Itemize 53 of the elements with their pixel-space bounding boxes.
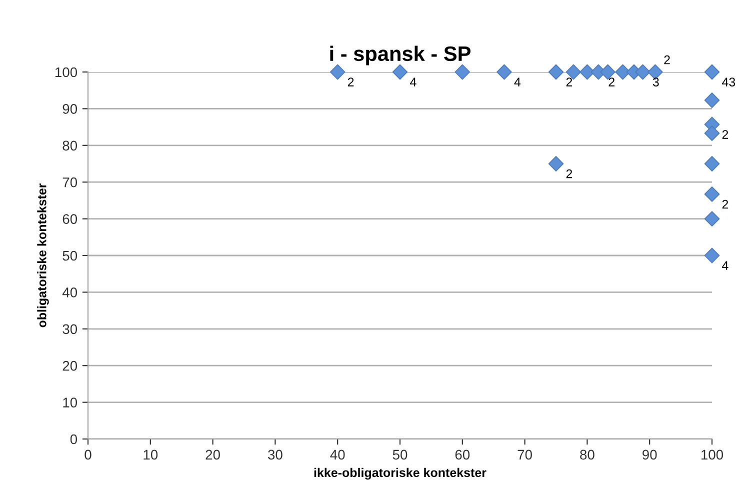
point (704, 186, 720, 202)
x-tick-label: 40 (330, 450, 345, 460)
y-tick-label: 80 (62, 140, 78, 151)
y-tick-label: 70 (62, 177, 78, 188)
x-tick-label: 10 (144, 450, 158, 460)
y-axis-title: obligatoriske kontekster (37, 183, 49, 328)
point (704, 211, 720, 227)
y-tick-label: 0 (70, 434, 78, 444)
annotation: 2 (608, 78, 614, 86)
point (330, 64, 346, 80)
point (704, 248, 720, 264)
point (704, 156, 720, 172)
y-tick-label: 10 (63, 398, 78, 408)
x-tick-label: 20 (206, 450, 220, 460)
annotation: 2 (722, 130, 728, 139)
annotation: 4 (722, 261, 728, 270)
point (548, 64, 564, 80)
y-tick-label: 20 (62, 360, 78, 371)
point (548, 156, 564, 172)
annotation: 43 (722, 78, 736, 86)
y-tick-label: 30 (62, 324, 78, 334)
y-tick-label: 90 (62, 104, 78, 114)
point (579, 64, 595, 80)
point (704, 64, 720, 80)
point (615, 64, 630, 80)
chart-title: i - spansk - SP (330, 46, 470, 66)
point (496, 64, 512, 80)
x-axis-title: ikke-obligatoriske kontekster (314, 468, 486, 480)
annotation: 4 (410, 78, 416, 86)
y-tick-label: 50 (62, 250, 78, 261)
point (704, 126, 720, 141)
annotation: 2 (566, 169, 572, 178)
annotation: 2 (664, 55, 670, 64)
annotation: 2 (722, 200, 728, 209)
annotation: 3 (652, 78, 659, 86)
y-tick-label: 60 (62, 214, 78, 224)
x-tick-label: 80 (580, 450, 594, 460)
annotation: 2 (566, 78, 572, 86)
point (635, 64, 650, 80)
x-tick-label: 70 (518, 450, 532, 460)
x-tick-label: 100 (701, 450, 724, 460)
point (454, 64, 470, 80)
y-tick-label: 100 (55, 67, 78, 78)
y-tick-label: 40 (62, 288, 78, 298)
x-tick-label: 50 (392, 450, 408, 460)
x-tick-label: 90 (642, 450, 657, 460)
annotation: 2 (348, 78, 354, 86)
annotation: 4 (514, 78, 521, 86)
point (392, 64, 408, 80)
x-tick-label: 0 (84, 450, 92, 460)
x-tick-label: 60 (455, 450, 470, 460)
x-tick-label: 30 (268, 450, 282, 460)
point (704, 92, 720, 108)
